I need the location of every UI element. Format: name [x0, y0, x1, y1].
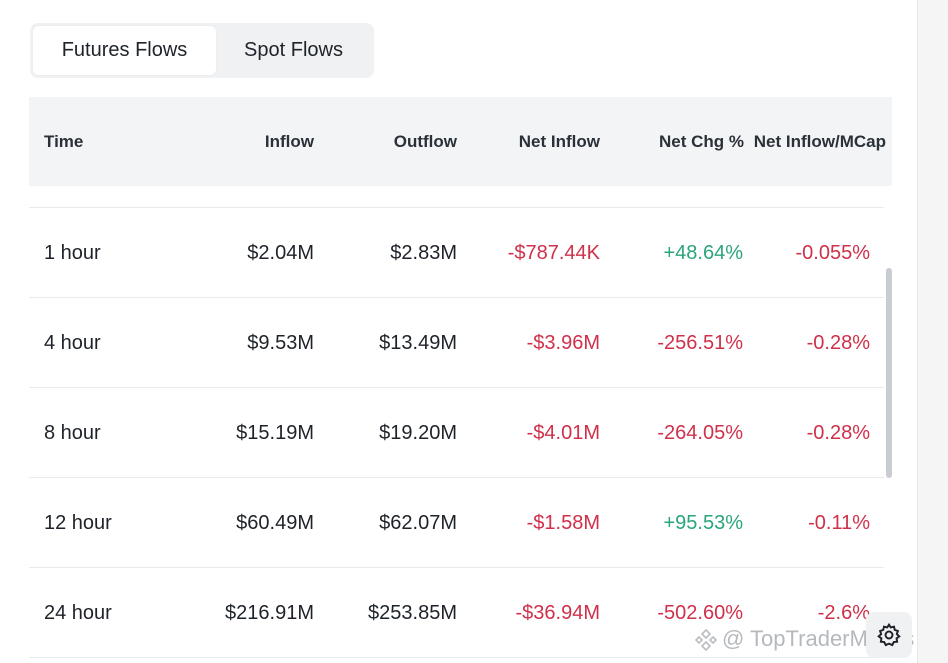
cell-outflow: $253.85M [368, 602, 457, 624]
cell-outflow: $62.07M [379, 512, 457, 534]
cell-inflow: $60.49M [236, 512, 314, 534]
table-row: 1 hour $2.04M $2.83M -$787.44K +48.64% -0.055… [29, 208, 884, 298]
cell-net-inflow: -$4.01M [526, 422, 600, 444]
cell-net-chg: -256.51% [657, 332, 743, 354]
row-divider [29, 207, 884, 208]
cell-net-inflow: -$36.94M [515, 602, 601, 624]
cell-net-inflow: -$1.58M [526, 512, 600, 534]
cell-net-chg: +95.53% [663, 512, 743, 534]
table-scrollbar[interactable] [886, 268, 892, 478]
table-row: 12 hour $60.49M $62.07M -$1.58M +95.53% -0.11… [29, 478, 884, 568]
column-header-time: Time [44, 132, 84, 151]
cell-time: 8 hour [44, 422, 101, 444]
cell-time: 4 hour [44, 332, 101, 354]
cell-net-inflow-mcap: -0.11% [808, 512, 870, 534]
table-header: Time Inflow Outflow Net Inflow Net Chg %… [29, 97, 892, 186]
table-row: 4 hour $9.53M $13.49M -$3.96M -256.51% -0.28% [29, 298, 884, 388]
column-header-outflow: Outflow [393, 132, 457, 151]
cell-net-chg: -264.05% [657, 422, 743, 444]
cell-inflow: $15.19M [236, 422, 314, 444]
cell-net-inflow-mcap: -0.055% [795, 242, 871, 264]
cell-net-inflow-mcap: -2.6% [817, 602, 870, 624]
column-header-net-chg: Net Chg % [659, 132, 744, 151]
column-header-inflow: Inflow [264, 132, 314, 151]
flows-card: Futures Flows Spot Flows Time Inflow Out… [29, 0, 918, 663]
binance-square-icon [694, 628, 718, 651]
cell-inflow: $9.53M [247, 332, 314, 354]
cell-net-chg: -502.60% [657, 602, 743, 624]
column-header-net-inflow-mcap: Net Inflow/MCap [753, 132, 886, 151]
tab-futures-flows[interactable]: Futures Flows [33, 26, 216, 75]
cell-outflow: $13.49M [379, 332, 457, 354]
cell-time: 12 hour [44, 512, 112, 534]
table-row: 24 hour $216.91M $253.85M -$36.94M -502.60% -… [29, 568, 884, 658]
tab-spot-flows[interactable]: Spot Flows [244, 39, 343, 61]
cell-time: 1 hour [44, 242, 101, 264]
row-divider [29, 657, 884, 658]
cell-inflow: $2.04M [247, 242, 314, 264]
cell-time: 24 hour [44, 602, 112, 624]
cell-net-inflow-mcap: -0.28% [806, 422, 870, 444]
cell-net-inflow: -$3.96M [526, 332, 600, 354]
row-divider [29, 567, 884, 568]
row-divider [29, 387, 884, 388]
cell-inflow: $216.91M [225, 602, 314, 624]
cell-outflow: $2.83M [390, 242, 457, 264]
gear-icon [877, 622, 901, 647]
settings-button[interactable] [866, 612, 912, 658]
row-divider [29, 297, 884, 298]
column-header-net-inflow: Net Inflow [518, 132, 600, 151]
cell-outflow: $19.20M [379, 422, 457, 444]
flow-tabs: Futures Flows Spot Flows [30, 23, 374, 78]
cell-net-inflow-mcap: -0.28% [806, 332, 870, 354]
row-divider [29, 477, 884, 478]
cell-net-inflow: -$787.44K [507, 242, 600, 264]
cell-net-chg: +48.64% [663, 242, 743, 264]
table-row: 8 hour $15.19M $19.20M -$4.01M -264.05% -0.28… [29, 388, 884, 478]
